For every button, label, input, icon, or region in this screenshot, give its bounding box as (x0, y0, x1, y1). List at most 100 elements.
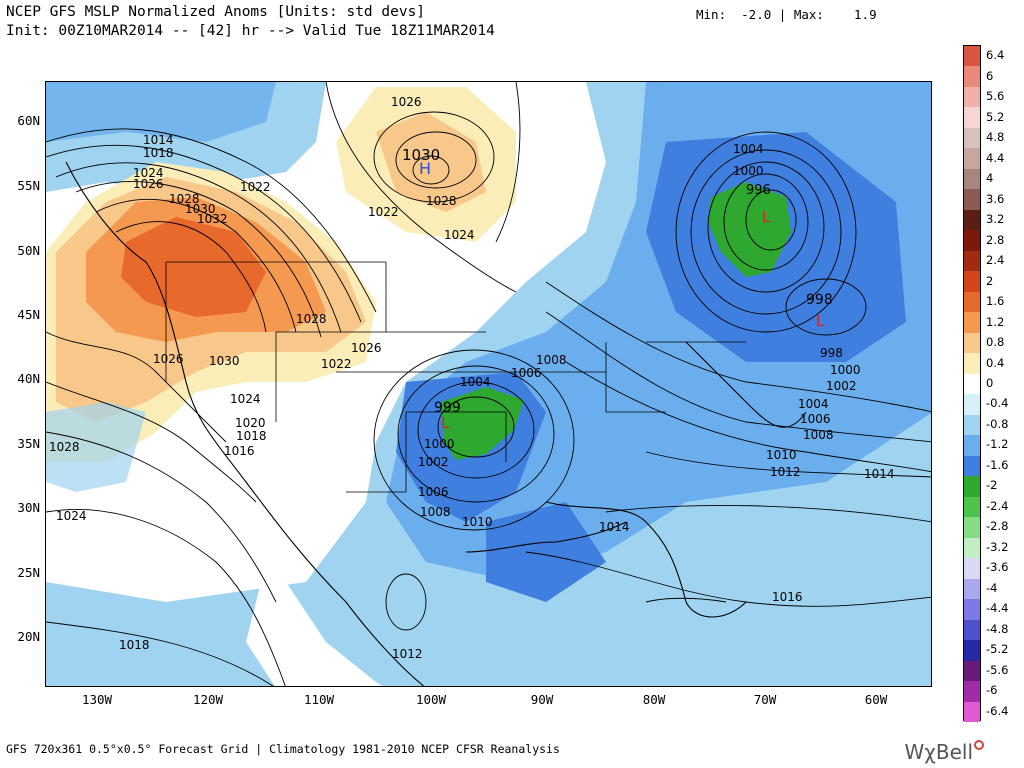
colorbar-tick-label: 5.6 (986, 89, 1004, 103)
colorbar-tick-label: -3.2 (986, 540, 1008, 554)
colorbar-tick-label: -5.6 (986, 663, 1008, 677)
svg-text:1030: 1030 (402, 146, 440, 164)
lon-label: 80W (632, 692, 676, 707)
colorbar-tick-label: 5.2 (986, 110, 1004, 124)
colorbar-tick-label: -1.6 (986, 458, 1008, 472)
colorbar-segment (964, 46, 980, 66)
colorbar-segment (964, 456, 980, 476)
isobar-label: 1024 (230, 392, 261, 406)
colorbar-tick-label: -4 (986, 581, 997, 595)
isobar-label: 1008 (420, 505, 451, 519)
isobar-label: 1002 (418, 455, 449, 469)
lat-label: 30N (4, 500, 40, 515)
colorbar-segment (964, 87, 980, 107)
logo-dot-icon (974, 740, 984, 750)
svg-text:L: L (816, 312, 825, 330)
svg-text:L: L (441, 414, 450, 432)
isobar-label: 1004 (460, 375, 491, 389)
lon-label: 90W (520, 692, 564, 707)
colorbar-segment (964, 353, 980, 373)
isobar-label: 1026 (351, 341, 382, 355)
colorbar (963, 45, 981, 721)
isobar-label: 998 (820, 346, 843, 360)
colorbar-tick-label: 0.8 (986, 335, 1004, 349)
colorbar-segment (964, 579, 980, 599)
colorbar-tick-label: 4.8 (986, 130, 1004, 144)
colorbar-segment (964, 620, 980, 640)
brand-text: WχBell (905, 740, 973, 764)
colorbar-tick-label: 3.2 (986, 212, 1004, 226)
isobar-label: 1000 (733, 164, 764, 178)
isobar-label: 1010 (462, 515, 493, 529)
colorbar-segment (964, 374, 980, 394)
footer-caption: GFS 720x361 0.5°x0.5° Forecast Grid | Cl… (6, 742, 560, 756)
isobar-label: 1026 (153, 352, 184, 366)
min-max-readout: Min: -2.0 | Max: 1.9 (696, 7, 877, 22)
isobar-label: 1016 (772, 590, 803, 604)
isobar-label: 1004 (798, 397, 829, 411)
isobar-label: 1006 (418, 485, 449, 499)
colorbar-segment (964, 599, 980, 619)
colorbar-segment (964, 640, 980, 660)
isobar-label: 1014 (143, 133, 174, 147)
isobar-label: 1022 (321, 357, 352, 371)
wxbell-logo: WχBell (905, 740, 984, 764)
isobar-label: 1012 (770, 465, 801, 479)
isobar-label: 1028 (296, 312, 327, 326)
lat-label: 40N (4, 371, 40, 386)
isobar-label: 1018 (236, 429, 267, 443)
colorbar-segment (964, 230, 980, 250)
colorbar-tick-label: 0.4 (986, 356, 1004, 370)
colorbar-tick-label: -1.2 (986, 437, 1008, 451)
isobar-label: 1026 (133, 177, 164, 191)
colorbar-segment (964, 271, 980, 291)
colorbar-segment (964, 497, 980, 517)
colorbar-tick-label: 2.8 (986, 233, 1004, 247)
colorbar-tick-label: 1.6 (986, 294, 1004, 308)
map-panel: H 1030 L 999 L 996 L 998 1014 1018 1024 … (45, 81, 932, 687)
colorbar-tick-label: -2 (986, 478, 997, 492)
colorbar-segment (964, 148, 980, 168)
lat-label: 50N (4, 243, 40, 258)
colorbar-segment (964, 189, 980, 209)
isobar-label: 1006 (800, 412, 831, 426)
colorbar-segment (964, 661, 980, 681)
isobar-label: 1006 (511, 366, 542, 380)
colorbar-tick-label: 6.4 (986, 48, 1004, 62)
colorbar-segment (964, 128, 980, 148)
colorbar-tick-label: 3.6 (986, 192, 1004, 206)
isobar-label: 1032 (197, 212, 228, 226)
colorbar-segment (964, 435, 980, 455)
isobar-label: 1016 (224, 444, 255, 458)
isobar-label: 1014 (599, 520, 630, 534)
lon-label: 70W (743, 692, 787, 707)
colorbar-tick-label: -3.6 (986, 560, 1008, 574)
lat-label: 60N (4, 113, 40, 128)
lon-label: 110W (297, 692, 341, 707)
lon-label: 100W (409, 692, 453, 707)
colorbar-tick-label: 1.2 (986, 315, 1004, 329)
colorbar-tick-label: 6 (986, 69, 993, 83)
isobar-label: 1028 (49, 440, 80, 454)
colorbar-tick-label: -2.8 (986, 519, 1008, 533)
lat-label: 55N (4, 178, 40, 193)
isobar-label: 1020 (235, 416, 266, 430)
colorbar-segment (964, 312, 980, 332)
colorbar-tick-label: -0.4 (986, 396, 1008, 410)
colorbar-tick-label: -2.4 (986, 499, 1008, 513)
colorbar-segment (964, 66, 980, 86)
chart-title: NCEP GFS MSLP Normalized Anoms [Units: s… (6, 4, 425, 20)
isobar-label: 1010 (766, 448, 797, 462)
anomaly-map: H 1030 L 999 L 996 L 998 1014 1018 1024 … (46, 82, 932, 687)
colorbar-segment (964, 394, 980, 414)
lon-label: 130W (75, 692, 119, 707)
colorbar-segment (964, 558, 980, 578)
lat-label: 25N (4, 565, 40, 580)
lat-label: 45N (4, 307, 40, 322)
isobar-label: 1004 (733, 142, 764, 156)
chart-subtitle: Init: 00Z10MAR2014 -- [42] hr --> Valid … (6, 23, 495, 39)
colorbar-tick-label: 0 (986, 376, 993, 390)
colorbar-tick-label: 4 (986, 171, 993, 185)
colorbar-tick-label: -6 (986, 683, 997, 697)
colorbar-segment (964, 702, 980, 722)
